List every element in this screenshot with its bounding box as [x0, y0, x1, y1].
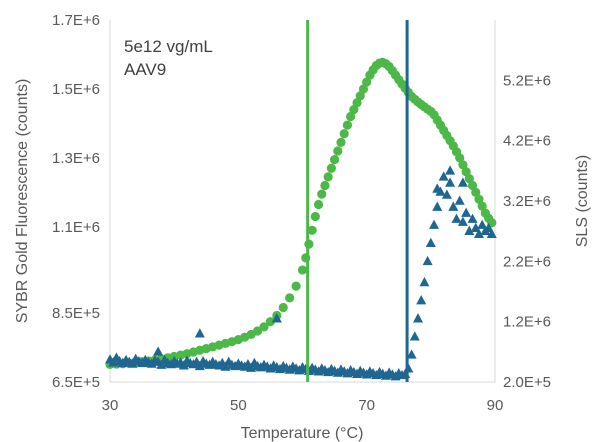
data-point: [259, 322, 269, 332]
x-tick-label: 70: [358, 397, 375, 414]
data-point: [445, 177, 456, 187]
data-point: [441, 189, 452, 199]
data-point: [470, 222, 481, 232]
data-point: [486, 228, 497, 238]
data-point: [477, 219, 488, 229]
y2-tick-label: 1.2E+6: [503, 314, 551, 331]
annotation-line-1: 5e12 vg/mL: [124, 37, 213, 56]
data-point: [310, 211, 320, 222]
data-point: [349, 105, 359, 115]
data-point: [307, 225, 317, 235]
data-point: [278, 302, 288, 313]
y-tick-label: 6.5E+5: [52, 374, 100, 391]
plot-area: [109, 20, 496, 383]
data-point: [429, 219, 440, 229]
data-point: [432, 201, 443, 211]
data-point: [362, 77, 372, 87]
y2-axis-title: SLS (counts): [574, 155, 591, 247]
data-point: [483, 222, 494, 232]
data-point: [127, 358, 138, 368]
data-point: [461, 207, 472, 217]
data-point: [153, 346, 164, 356]
chart-marks: [105, 57, 497, 381]
data-point: [317, 189, 327, 199]
data-point: [178, 360, 189, 370]
series-2: [105, 165, 497, 381]
y2-tick-label: 5.2E+6: [503, 72, 551, 89]
data-point: [326, 163, 336, 173]
data-point: [416, 295, 427, 305]
data-point: [477, 201, 487, 211]
tick-labels: 30 50 70 90 6.5E+5 8.5E+5 1.1E+6 1.3E+6 1.5E+6 1.…: [52, 12, 551, 414]
data-point: [467, 180, 478, 191]
data-point: [342, 120, 353, 130]
data-point: [406, 349, 417, 359]
data-point: [358, 84, 369, 94]
data-point: [457, 177, 468, 187]
y2-tick-label: 2.2E+6: [503, 253, 551, 270]
y-tick-label: 1.1E+6: [52, 219, 100, 236]
data-point: [432, 183, 443, 193]
data-point: [457, 216, 468, 226]
data-point: [285, 293, 295, 303]
data-point: [320, 180, 330, 191]
data-point: [313, 199, 324, 210]
data-point: [438, 171, 449, 181]
x-axis-title: Temperature (°C): [241, 425, 364, 442]
y-tick-label: 1.3E+6: [52, 150, 100, 167]
x-tick-label: 90: [487, 397, 504, 414]
annotation-line-2: AAV9: [124, 60, 166, 79]
data-point: [471, 187, 481, 197]
data-point: [454, 195, 465, 205]
y-axis-title: SYBR Gold Fluorescence (counts): [14, 79, 31, 324]
y2-tick-label: 2.0E+5: [503, 374, 551, 391]
data-point: [323, 172, 333, 182]
data-point: [464, 225, 475, 235]
y-tick-label: 8.5E+5: [52, 305, 100, 322]
data-point: [422, 255, 433, 266]
data-point: [458, 160, 468, 170]
y-tick-label: 1.5E+6: [52, 81, 100, 98]
y2-tick-label: 3.2E+6: [503, 193, 551, 210]
data-point: [329, 155, 340, 165]
series-1: [105, 57, 497, 370]
data-point: [467, 213, 478, 223]
data-point: [194, 328, 205, 338]
data-point: [194, 360, 205, 371]
data-point: [451, 213, 462, 223]
data-point: [474, 194, 484, 204]
data-point: [346, 111, 356, 122]
data-point: [355, 91, 365, 101]
data-point: [336, 137, 346, 147]
data-point: [291, 281, 301, 291]
x-tick-label: 30: [102, 397, 119, 414]
data-point: [425, 237, 436, 248]
data-point: [419, 276, 430, 287]
data-point: [352, 98, 362, 108]
data-point: [265, 317, 276, 327]
data-point: [297, 265, 308, 275]
reference-lines: [306, 20, 409, 382]
y2-tick-label: 4.2E+6: [503, 133, 551, 150]
data-point: [455, 153, 465, 163]
data-point: [464, 173, 474, 184]
data-point: [445, 165, 456, 175]
x-tick-label: 50: [230, 397, 247, 414]
data-point: [333, 146, 343, 156]
data-point: [271, 313, 282, 323]
data-point: [448, 201, 459, 211]
data-point: [339, 129, 349, 139]
data-point: [473, 228, 484, 238]
data-point: [413, 313, 423, 323]
y-tick-label: 1.7E+6: [52, 12, 100, 29]
data-point: [409, 331, 420, 341]
data-point: [461, 167, 471, 177]
